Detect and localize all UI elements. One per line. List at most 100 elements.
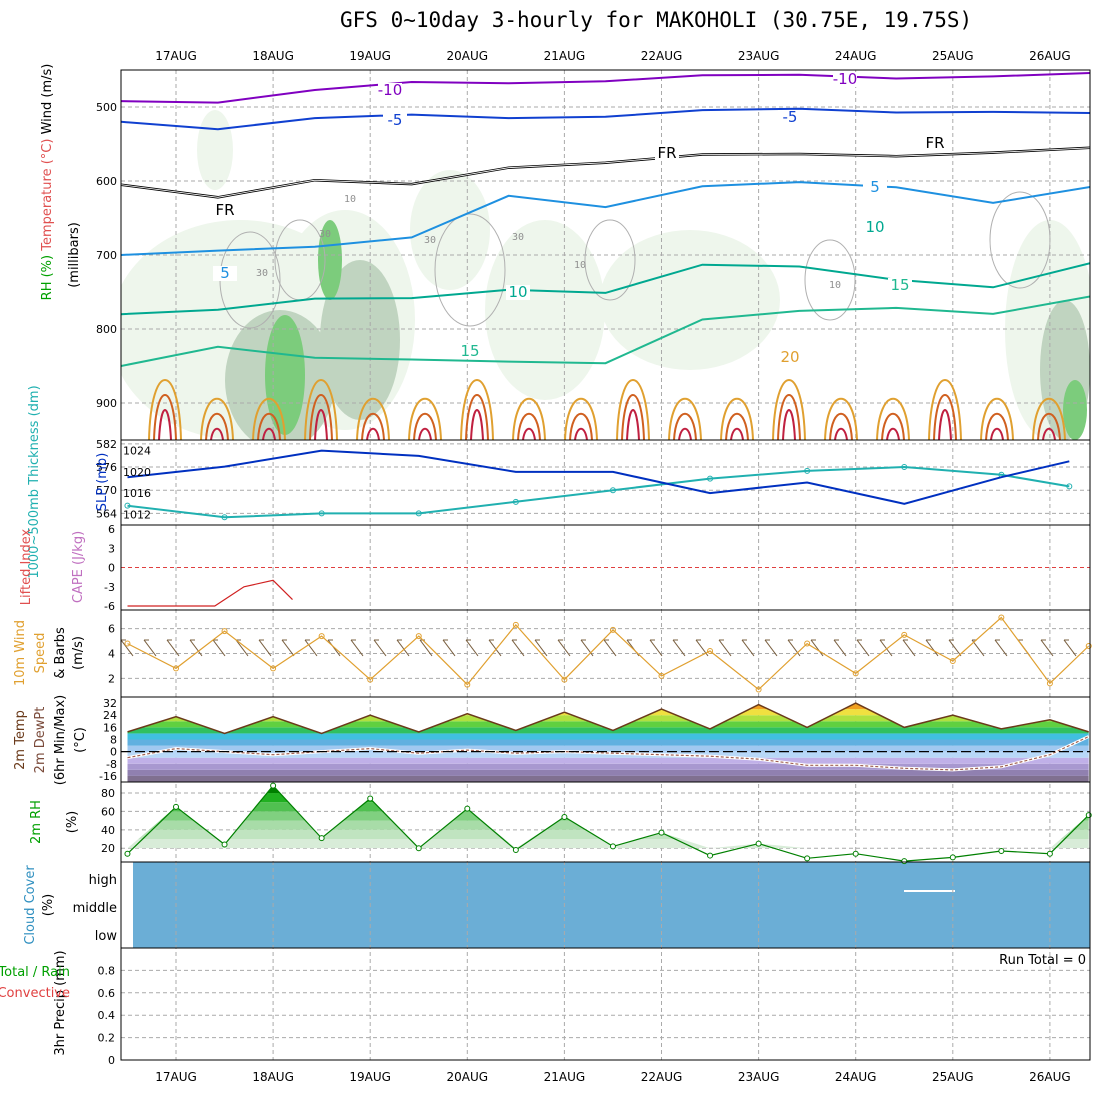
date-label-top: 21AUG bbox=[544, 49, 586, 63]
rh-band bbox=[127, 811, 1089, 821]
surface-wind-barb bbox=[442, 639, 456, 657]
thickness-tick-label: 582 bbox=[96, 438, 117, 451]
precip-tick-label: 0.2 bbox=[98, 1032, 116, 1045]
temp-band bbox=[127, 703, 1089, 710]
warm-isotherm bbox=[517, 412, 541, 440]
wind-speed-marker bbox=[658, 672, 665, 679]
cloud-level-label: high bbox=[89, 873, 117, 888]
surface-wind-barb bbox=[1063, 639, 1077, 657]
warm-isotherm bbox=[418, 427, 432, 440]
thickness-marker bbox=[901, 464, 908, 471]
date-label-bottom: 20AUG bbox=[447, 1070, 489, 1084]
temp-ylabel-1: 2m Temp bbox=[13, 710, 28, 770]
surface-wind-barb bbox=[603, 639, 617, 657]
temp-band bbox=[127, 775, 1089, 782]
temp-tick-label: 8 bbox=[110, 734, 117, 747]
surface-wind-barb bbox=[580, 639, 594, 657]
wind-speed-marker bbox=[1046, 680, 1053, 687]
panel-frame-prec bbox=[120, 947, 1091, 1061]
surface-wind-barb bbox=[465, 639, 479, 657]
temp-band bbox=[127, 751, 1089, 758]
slp-tick-label: 1020 bbox=[123, 466, 151, 479]
rh-2m-marker bbox=[270, 782, 277, 789]
wind-speed-marker bbox=[367, 676, 374, 683]
warm-isotherm bbox=[304, 379, 338, 440]
thickness-tick-label: 564 bbox=[96, 507, 117, 520]
li-tick-label: 3 bbox=[108, 542, 115, 555]
wind-ylabel-1: 10m Wind bbox=[13, 620, 28, 686]
warm-isotherm bbox=[673, 412, 697, 440]
precip-total-rain-label: Total / Rain bbox=[0, 965, 70, 980]
contour-label-bg bbox=[383, 113, 407, 128]
warm-isotherm bbox=[569, 412, 593, 440]
rh-2m-marker bbox=[852, 850, 859, 857]
surface-wind-barb bbox=[281, 639, 295, 657]
wind-speed-marker bbox=[707, 648, 714, 655]
warm-isotherm bbox=[668, 397, 702, 440]
cloud-ylabel-1: Cloud Cover bbox=[23, 865, 38, 945]
date-label-top: 18AUG bbox=[252, 49, 294, 63]
temp-band bbox=[127, 727, 1089, 734]
pressure-tick-label: 500 bbox=[96, 101, 117, 114]
surface-wind-barb bbox=[350, 639, 364, 657]
warm-isotherm bbox=[933, 394, 957, 440]
contour-label-bg bbox=[458, 344, 482, 359]
temp-band bbox=[127, 721, 1089, 728]
rh-tick-label: 20 bbox=[101, 842, 115, 855]
rh-contour-label: 30 bbox=[424, 235, 436, 246]
precip-ylabel: 3hr Precip (mm) bbox=[53, 950, 68, 1055]
temp-tick-label: -8 bbox=[106, 758, 117, 771]
thickness-marker bbox=[707, 475, 714, 482]
slp-tick-label: 1024 bbox=[123, 445, 151, 458]
warm-isotherm bbox=[465, 394, 489, 440]
warm-isotherm bbox=[460, 379, 494, 440]
wind-ylabel-2: Speed bbox=[33, 633, 48, 674]
rh-band bbox=[127, 829, 1089, 840]
warm-isotherm bbox=[408, 397, 442, 440]
wind-speed-marker bbox=[755, 686, 762, 693]
contour-label: -10 bbox=[378, 81, 403, 99]
surface-wind-barb bbox=[879, 639, 893, 657]
warm-isotherm bbox=[512, 397, 546, 440]
pressure-tick-label: 800 bbox=[96, 323, 117, 336]
rh-2m-marker bbox=[901, 858, 908, 865]
wind-ylabel-4: (m/s) bbox=[71, 636, 86, 670]
contour-label: 15 bbox=[890, 276, 909, 294]
cape-ylabel: CAPE (J/kg) bbox=[71, 531, 86, 603]
surface-wind-barb bbox=[304, 639, 318, 657]
wind-tick-label: 6 bbox=[108, 623, 115, 636]
date-label-bottom: 17AUG bbox=[155, 1070, 197, 1084]
warm-isotherm bbox=[938, 409, 952, 440]
warm-isotherm bbox=[782, 409, 796, 440]
rh-2m-marker bbox=[707, 852, 714, 859]
surface-wind-barb bbox=[787, 639, 801, 657]
contour-label: FR bbox=[925, 134, 944, 152]
warm-isotherm bbox=[413, 412, 437, 440]
warm-isotherm bbox=[309, 394, 333, 440]
warm-isotherm bbox=[829, 412, 853, 440]
warm-isotherm bbox=[200, 397, 234, 440]
surface-wind-barb bbox=[902, 639, 916, 657]
rh-tick-label: 60 bbox=[101, 805, 115, 818]
wind-speed-marker bbox=[415, 633, 422, 640]
surface-wind-barb bbox=[856, 639, 870, 657]
surface-wind-barb bbox=[1040, 639, 1054, 657]
surface-wind-barb bbox=[488, 639, 502, 657]
isotherm-5 bbox=[121, 181, 1090, 256]
rh-contour bbox=[989, 191, 1051, 289]
pressure-tick-label: 600 bbox=[96, 175, 117, 188]
surface-wind-barb bbox=[672, 639, 686, 657]
rh-2m-marker bbox=[804, 855, 811, 862]
wind-speed-marker bbox=[1085, 643, 1092, 650]
date-label-bottom: 23AUG bbox=[738, 1070, 780, 1084]
contour-label: -5 bbox=[388, 111, 403, 129]
precip-tick-label: 0 bbox=[108, 1054, 115, 1067]
rh-2m-marker bbox=[512, 847, 519, 854]
warm-isotherm bbox=[158, 409, 172, 440]
warm-isotherm bbox=[252, 397, 286, 440]
warm-isotherm bbox=[621, 394, 645, 440]
warm-isotherm bbox=[616, 379, 650, 440]
temp-2m-line bbox=[127, 702, 1089, 735]
thickness-marker bbox=[221, 514, 228, 521]
date-label-bottom: 22AUG bbox=[641, 1070, 683, 1084]
